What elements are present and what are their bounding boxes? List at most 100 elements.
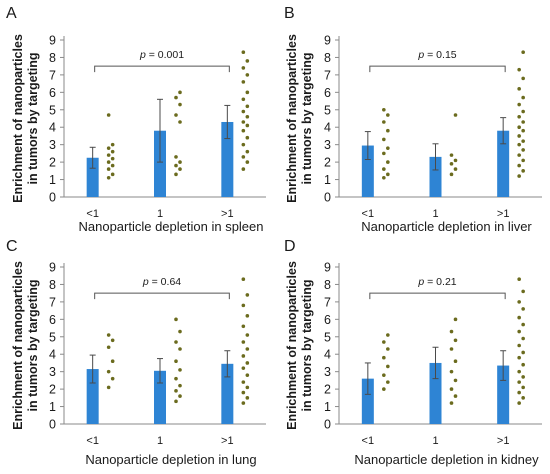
bar <box>429 156 442 197</box>
data-point <box>386 146 390 150</box>
data-point <box>517 134 521 138</box>
data-point <box>110 149 115 154</box>
data-point <box>517 114 521 119</box>
data-point <box>245 114 250 119</box>
data-point <box>382 120 386 124</box>
data-point <box>382 387 386 391</box>
data-point <box>178 167 182 171</box>
data-point <box>241 109 246 114</box>
data-point <box>453 113 458 117</box>
data-point <box>106 167 111 171</box>
data-point <box>110 142 115 147</box>
bar <box>497 130 510 197</box>
data-point <box>449 347 454 351</box>
y-tick-label: 1 <box>49 400 56 414</box>
data-point <box>174 340 178 344</box>
x-axis-label: Nanoparticle depletion in liver <box>361 219 532 234</box>
y-tick-label: 3 <box>324 365 331 379</box>
panel-a: A Enrichment of nanoparticlesin tumors by… <box>6 5 266 234</box>
data-point <box>178 329 182 334</box>
data-point <box>453 158 458 163</box>
significance-bracket <box>94 65 230 73</box>
x-tick-label: 1 <box>157 208 163 220</box>
y-tick-label: 5 <box>324 330 331 344</box>
data-point <box>521 128 525 133</box>
y-axis-title-line: Enrichment of nanoparticles <box>285 34 299 203</box>
data-point <box>245 73 250 77</box>
panel-b: B Enrichment of nanoparticlesin tumors by… <box>284 5 542 234</box>
data-point <box>517 163 521 168</box>
data-point <box>517 300 521 304</box>
y-tick-label: 7 <box>49 295 56 309</box>
data-point <box>382 340 386 344</box>
y-tick-label: 0 <box>324 191 331 205</box>
y-tick-label: 4 <box>49 348 56 362</box>
y-tick-label: 2 <box>49 383 56 397</box>
bar <box>154 370 166 424</box>
data-point <box>241 66 246 70</box>
data-point <box>174 376 178 381</box>
data-point <box>174 399 178 404</box>
data-point <box>449 329 454 334</box>
data-point <box>386 380 390 384</box>
p-value-symbol: p <box>142 276 149 288</box>
data-point <box>517 369 521 374</box>
data-point <box>453 359 458 364</box>
data-point <box>178 394 182 398</box>
data-point <box>245 347 250 351</box>
data-point <box>106 153 111 157</box>
data-point <box>521 385 525 390</box>
panel-letter: D <box>284 238 296 255</box>
data-point <box>174 389 178 393</box>
data-point <box>517 401 521 405</box>
y-tick-label: 9 <box>49 261 56 275</box>
data-point <box>517 125 521 130</box>
x-tick-label: 1 <box>157 435 163 447</box>
y-axis-title-line: in tumors by targeting <box>300 280 314 412</box>
data-point <box>245 361 250 365</box>
data-point <box>106 345 111 350</box>
x-tick-label: <1 <box>362 435 375 447</box>
data-point <box>449 401 454 405</box>
data-point <box>517 380 521 384</box>
significance-bracket <box>369 292 506 300</box>
data-point <box>521 95 525 100</box>
bar <box>361 378 374 424</box>
data-point <box>110 172 115 177</box>
data-point <box>245 59 250 63</box>
data-point <box>453 394 458 398</box>
y-tick-label: 6 <box>49 313 56 327</box>
y-tick-label: 7 <box>324 68 331 82</box>
data-point <box>449 153 454 157</box>
bar <box>361 145 374 197</box>
y-axis-title: Enrichment of nanoparticlesin tumors by … <box>285 34 314 203</box>
data-point <box>517 174 521 178</box>
data-point <box>241 142 246 147</box>
y-axis-title-line: Enrichment of nanoparticles <box>285 261 299 430</box>
data-point <box>245 373 250 377</box>
y-tick-label: 1 <box>49 173 56 187</box>
data-point <box>178 102 182 107</box>
data-point <box>245 385 250 390</box>
data-point <box>245 314 250 318</box>
y-axis-title-line: in tumors by targeting <box>26 280 40 412</box>
y-tick-label: 5 <box>324 103 331 117</box>
panel-letter: A <box>6 5 17 22</box>
data-point <box>245 160 250 164</box>
y-tick-label: 2 <box>49 156 56 170</box>
data-point <box>453 167 458 171</box>
data-point <box>106 385 111 390</box>
bar <box>86 157 99 197</box>
y-axis-title: Enrichment of nanoparticlesin tumors by … <box>11 261 40 430</box>
data-point <box>106 160 111 164</box>
y-tick-label: 0 <box>49 191 56 205</box>
data-point <box>521 76 525 81</box>
y-axis-title: Enrichment of nanoparticlesin tumors by … <box>11 34 40 203</box>
data-point <box>106 146 111 150</box>
data-point <box>521 396 525 400</box>
data-point <box>174 359 178 364</box>
data-point <box>517 102 521 107</box>
data-point <box>178 120 182 124</box>
y-axis-title: Enrichment of nanoparticlesin tumors by … <box>285 261 314 430</box>
data-point <box>521 148 525 152</box>
